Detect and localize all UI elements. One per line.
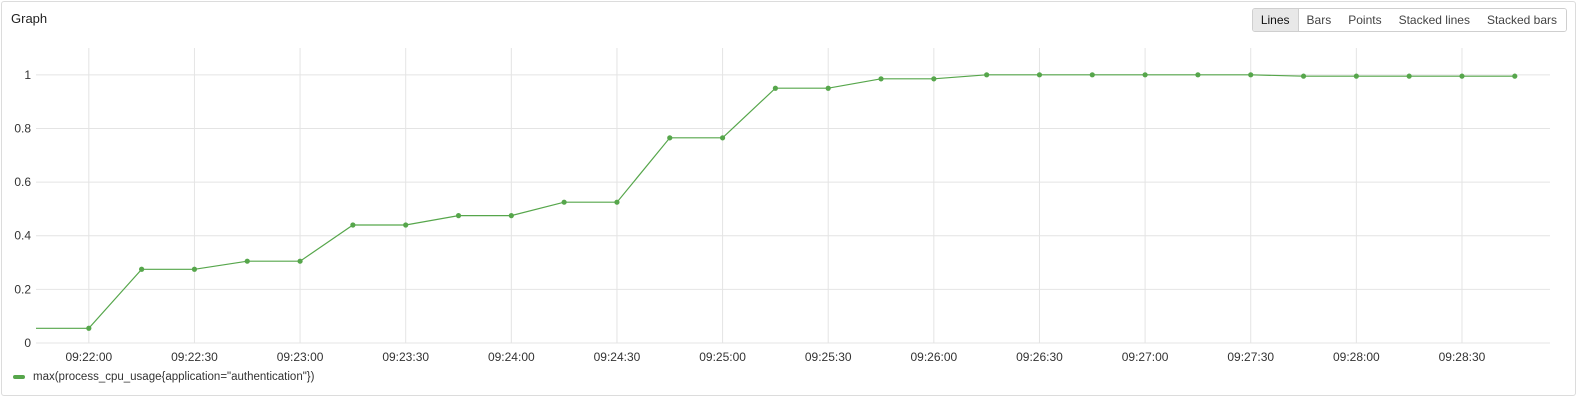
data-point [1089, 72, 1095, 78]
mode-bars-button[interactable]: Bars [1298, 9, 1341, 31]
data-point [1406, 73, 1412, 79]
x-tick-label: 09:23:30 [382, 350, 429, 364]
y-tick-label: 0 [24, 336, 31, 350]
mode-points-button[interactable]: Points [1340, 9, 1391, 31]
display-mode-toggle: Lines Bars Points Stacked lines Stacked … [1251, 8, 1567, 32]
data-point [297, 258, 303, 264]
y-tick-label: 0.4 [14, 229, 31, 243]
mode-lines-button[interactable]: Lines [1252, 9, 1299, 31]
data-point [1036, 72, 1043, 78]
x-tick-label: 09:24:30 [594, 350, 641, 364]
data-point [403, 222, 409, 228]
data-point [984, 72, 990, 78]
data-point [931, 76, 937, 82]
data-point [1300, 73, 1307, 79]
x-tick-label: 09:28:30 [1439, 350, 1486, 364]
data-point [1459, 73, 1465, 79]
x-tick-label: 09:26:00 [910, 350, 957, 364]
data-point [878, 76, 884, 82]
data-point [667, 135, 673, 141]
x-tick-label: 09:27:30 [1227, 350, 1274, 364]
y-tick-label: 0.6 [14, 175, 31, 189]
data-point [455, 213, 462, 219]
data-point [86, 325, 92, 331]
x-tick-label: 09:25:30 [805, 350, 852, 364]
y-tick-label: 1 [24, 68, 31, 82]
x-tick-label: 09:28:00 [1333, 350, 1380, 364]
x-tick-label: 09:23:00 [277, 350, 324, 364]
data-point [825, 85, 831, 91]
mode-stacked-bars-button[interactable]: Stacked bars [1478, 9, 1566, 31]
data-point [561, 199, 567, 205]
legend[interactable]: max(process_cpu_usage{application="authe… [13, 371, 314, 383]
data-point [1248, 72, 1254, 78]
y-tick-label: 0.2 [14, 282, 31, 296]
series-line [36, 74, 1515, 329]
x-tick-label: 09:22:00 [65, 350, 112, 364]
data-point [139, 266, 145, 272]
x-tick-label: 09:22:30 [171, 350, 218, 364]
legend-label: max(process_cpu_usage{application="authe… [33, 371, 315, 383]
data-point [1195, 72, 1201, 78]
data-point [1142, 72, 1148, 78]
legend-swatch [13, 375, 25, 379]
panel-title: Graph [11, 11, 48, 26]
mode-stacked-lines-button[interactable]: Stacked lines [1390, 9, 1479, 31]
data-point [244, 258, 250, 264]
data-point [191, 266, 198, 272]
data-point [1353, 73, 1359, 79]
data-point [719, 135, 726, 141]
x-tick-label: 09:26:30 [1016, 350, 1063, 364]
data-point [772, 85, 778, 91]
x-tick-label: 09:25:00 [699, 350, 746, 364]
y-tick-label: 0.8 [14, 121, 31, 135]
data-point [614, 199, 620, 205]
x-tick-label: 09:24:00 [488, 350, 535, 364]
data-point [1512, 73, 1518, 79]
data-point [508, 213, 514, 219]
data-point [350, 222, 356, 228]
x-tick-label: 09:27:00 [1122, 350, 1169, 364]
